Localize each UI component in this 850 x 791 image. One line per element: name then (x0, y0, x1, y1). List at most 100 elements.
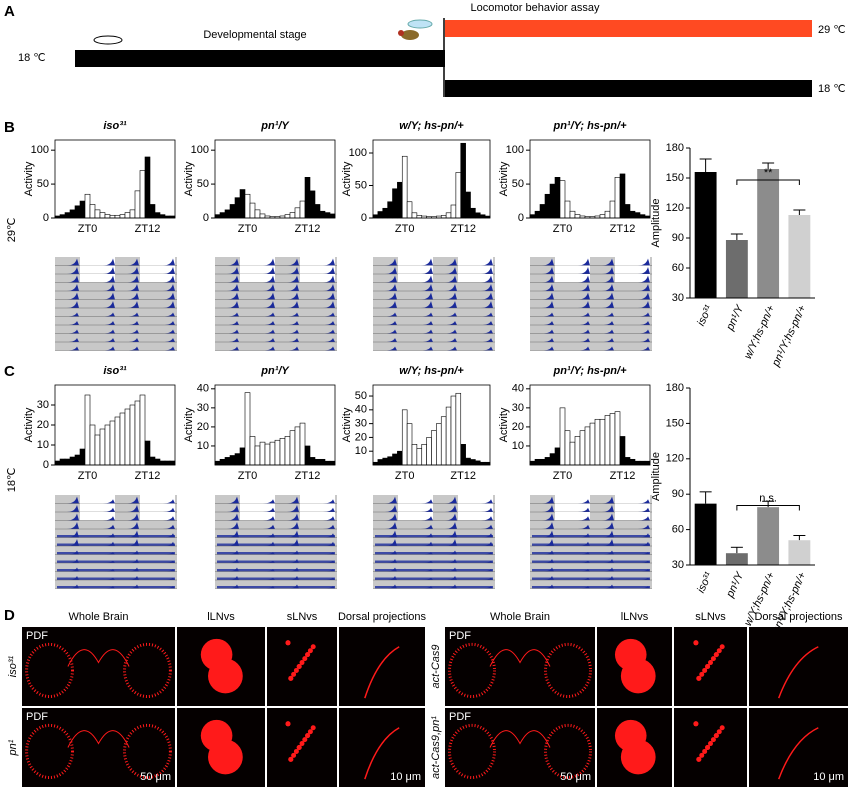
activity-bump (445, 275, 457, 283)
panel-label: D (4, 607, 15, 624)
activity-bump (445, 329, 457, 334)
y-axis-label: Activity (498, 407, 510, 442)
activity-bump (163, 312, 175, 317)
activity-bump (227, 505, 239, 512)
activity-band (217, 535, 335, 538)
activity-bump (578, 507, 590, 512)
activity-bump (263, 499, 275, 504)
activity-bump (287, 329, 299, 334)
bar (319, 458, 326, 466)
activity-bump (103, 516, 115, 521)
activity-band (57, 569, 175, 572)
bar (289, 212, 296, 219)
significance-bracket (736, 179, 800, 185)
bar (109, 420, 116, 466)
activity-bump (481, 329, 493, 334)
bar (299, 200, 306, 219)
activity-band (532, 577, 650, 580)
bar (59, 458, 66, 466)
activity-bump (542, 275, 554, 283)
panel-label: A (4, 3, 15, 20)
activity-bump (385, 338, 397, 342)
activity-band (217, 552, 335, 555)
activity-bump (67, 505, 79, 512)
y-tick-label: 30 (355, 418, 367, 430)
activity-bump (287, 284, 299, 291)
row-label: act-Cas9,pn¹ (430, 716, 442, 779)
stain-label: PDF (26, 711, 48, 723)
projection (777, 727, 819, 780)
activity-bump (542, 292, 554, 300)
activity-bump (578, 338, 590, 342)
activity-bump (227, 284, 239, 291)
column-header: Whole Brain (490, 611, 550, 623)
activity-bump (602, 346, 614, 351)
bar (294, 207, 301, 219)
y-tick-label: 0 (203, 212, 209, 224)
neurite (310, 644, 316, 650)
activity-bump (421, 258, 433, 266)
activity-bump (263, 507, 275, 512)
micrograph (22, 708, 175, 787)
activity-bump (287, 301, 299, 308)
activity-band (57, 560, 175, 563)
light-phase (140, 512, 175, 521)
neurite (285, 721, 291, 727)
bar (74, 205, 81, 219)
light-phase (615, 495, 650, 504)
activity-bump (323, 258, 335, 266)
neurite (705, 745, 711, 750)
activity-band (532, 552, 650, 555)
activity-bump (481, 275, 493, 283)
activity-bump (227, 312, 239, 317)
activity-bump (542, 496, 554, 504)
activity-bump (542, 284, 554, 291)
row-label: iso³¹ (7, 655, 19, 677)
light-phase (140, 257, 175, 266)
activity-bump (163, 516, 175, 521)
x-tick-label: ZT12 (295, 223, 321, 235)
scale-bar-label: 10 μm (390, 771, 421, 783)
bar (124, 212, 131, 219)
x-tick-label: ZT12 (135, 223, 161, 235)
y-axis-label: Activity (341, 161, 353, 196)
bar (69, 209, 76, 219)
bar (104, 214, 111, 219)
stage-bar (75, 50, 445, 67)
light-phase (458, 512, 493, 521)
plot-frame (372, 139, 491, 219)
bar (534, 210, 541, 219)
activity-bump (578, 524, 590, 529)
x-tick-label: ZT0 (553, 470, 573, 482)
neurite (302, 656, 308, 662)
activity-bump (602, 496, 614, 504)
activity-bump (638, 516, 650, 521)
projection (777, 646, 819, 699)
bar (725, 240, 748, 298)
projection (364, 727, 400, 780)
neurite (702, 667, 708, 673)
bar (559, 407, 566, 466)
neuron (620, 658, 656, 694)
activity-bump (163, 329, 175, 334)
bar (99, 428, 106, 466)
activity-bump (163, 321, 175, 325)
bar (234, 453, 241, 466)
activity-bump (323, 329, 335, 334)
activity-band (217, 543, 335, 546)
x-tick-label: ZT0 (395, 223, 415, 235)
bar (554, 177, 561, 219)
x-tick-label: ZT12 (450, 223, 476, 235)
y-tick-label: 90 (672, 232, 684, 244)
bar (604, 415, 611, 466)
bar (214, 460, 221, 466)
bar (382, 207, 388, 219)
neurite (299, 660, 305, 666)
micrograph (445, 627, 595, 706)
activity-bump (602, 301, 614, 308)
activity-bump (103, 524, 115, 529)
activity-bump (287, 338, 299, 342)
activity-bump (638, 267, 650, 274)
activity-bump (542, 346, 554, 351)
bar (416, 448, 423, 466)
